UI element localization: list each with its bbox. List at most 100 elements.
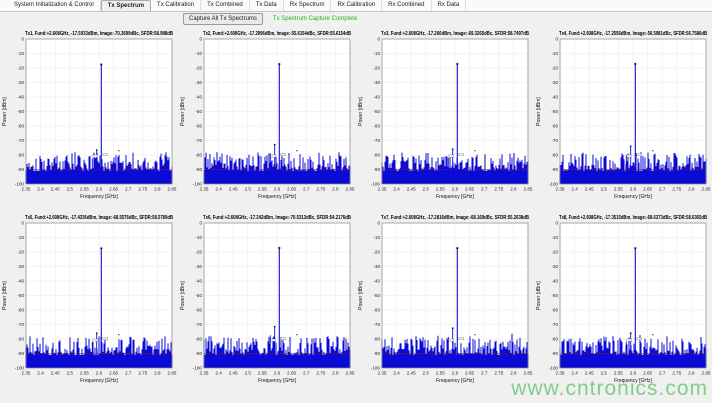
svg-text:0: 0 (377, 221, 380, 226)
svg-text:-40: -40 (17, 95, 24, 100)
svg-text:-100: -100 (15, 182, 25, 187)
svg-text:2.5: 2.5 (601, 187, 608, 192)
svg-text:2.4: 2.4 (393, 371, 400, 376)
svg-text:-70: -70 (17, 138, 24, 143)
tab-tx-spectrum[interactable]: Tx Spectrum (100, 0, 152, 11)
svg-text:2.8: 2.8 (688, 371, 695, 376)
svg-text:2.7: 2.7 (481, 187, 488, 192)
svg-text:-90: -90 (373, 167, 380, 172)
svg-text:2.75: 2.75 (316, 371, 325, 376)
svg-text:2.55: 2.55 (614, 187, 623, 192)
svg-text:-70: -70 (551, 138, 558, 143)
tab-rx-data[interactable]: Rx Data (432, 0, 467, 11)
capture-status-text: Tx Spectrum Capture Complete (268, 14, 362, 23)
tab-tx-data[interactable]: Tx Data (250, 0, 284, 11)
svg-text:2.35: 2.35 (22, 371, 31, 376)
svg-text:2.7: 2.7 (125, 371, 132, 376)
svg-text:-10: -10 (195, 51, 202, 56)
svg-text:2.7: 2.7 (659, 187, 666, 192)
svg-text:2.6: 2.6 (96, 371, 103, 376)
x-axis-label: Frequency [GHz] (258, 378, 296, 384)
svg-text:0: 0 (555, 37, 558, 42)
svg-text:2.45: 2.45 (229, 187, 238, 192)
capture-all-tx-spectrums-button[interactable]: Capture All Tx Spectrums (183, 12, 263, 25)
svg-text:2.4: 2.4 (571, 371, 578, 376)
svg-text:2.8: 2.8 (688, 187, 695, 192)
svg-text:2.85: 2.85 (168, 371, 177, 376)
x-axis-label: Frequency [GHz] (80, 378, 118, 384)
svg-text:-50: -50 (373, 109, 380, 114)
svg-text:2.35: 2.35 (556, 371, 565, 376)
svg-text:2.45: 2.45 (51, 371, 60, 376)
plot-title: Tx6, Fund:+2.608GHz, -17.242dBm, Image:-… (203, 215, 351, 221)
tab-system-initialization-and-control[interactable]: System Initialization & Control (8, 0, 101, 11)
svg-text:2.55: 2.55 (614, 371, 623, 376)
plot-title: Tx5, Fund:+2.608GHz, -17.4336dBm, Image:… (25, 215, 173, 221)
svg-text:-100: -100 (549, 366, 559, 371)
svg-text:2.65: 2.65 (287, 187, 296, 192)
svg-text:-60: -60 (17, 308, 24, 313)
svg-text:2.35: 2.35 (22, 187, 31, 192)
plot-title: Tx8, Fund:+2.608GHz, -17.3515dBm, Image:… (559, 215, 707, 221)
svg-text:0: 0 (199, 37, 202, 42)
svg-text:2.8: 2.8 (510, 371, 517, 376)
svg-text:2.35: 2.35 (378, 371, 387, 376)
tab-rx-spectrum[interactable]: Rx Spectrum (284, 0, 332, 11)
toolbar: Capture All Tx Spectrums Tx Spectrum Cap… (183, 12, 362, 25)
svg-text:2.45: 2.45 (51, 187, 60, 192)
svg-text:-80: -80 (551, 337, 558, 342)
x-axis-label: Frequency [GHz] (614, 194, 652, 200)
svg-text:-50: -50 (195, 109, 202, 114)
svg-text:2.55: 2.55 (258, 187, 267, 192)
svg-text:0: 0 (199, 221, 202, 226)
svg-text:-60: -60 (17, 124, 24, 129)
svg-text:-100: -100 (371, 366, 381, 371)
svg-text:2.6: 2.6 (630, 187, 637, 192)
svg-text:-10: -10 (373, 51, 380, 56)
svg-text:-30: -30 (17, 80, 24, 85)
svg-text:-50: -50 (195, 293, 202, 298)
svg-text:2.75: 2.75 (494, 187, 503, 192)
plot-title: Tx3, Fund:+2.608GHz, -17.266dBm, Image:-… (381, 31, 529, 37)
svg-text:2.65: 2.65 (287, 371, 296, 376)
svg-text:2.65: 2.65 (109, 187, 118, 192)
svg-text:-10: -10 (195, 235, 202, 240)
svg-text:-30: -30 (195, 264, 202, 269)
tab-rx-calibration[interactable]: Rx Calibration (331, 0, 383, 11)
svg-text:2.35: 2.35 (378, 187, 387, 192)
plots-grid: 0 -10 -20 -30 -40 -50 -60 -70 -80 -90 -100 2.35 2.4 2… (0, 26, 712, 394)
svg-text:-60: -60 (551, 124, 558, 129)
svg-text:2.7: 2.7 (659, 371, 666, 376)
svg-text:2.8: 2.8 (332, 371, 339, 376)
svg-text:2.75: 2.75 (138, 371, 147, 376)
svg-text:-20: -20 (195, 66, 202, 71)
plot-title: Tx7, Fund:+2.608GHz, -17.2816dBm, Image:… (381, 215, 529, 221)
svg-text:2.4: 2.4 (37, 187, 44, 192)
svg-text:-40: -40 (373, 95, 380, 100)
tab-tx-combined[interactable]: Tx Combined (201, 0, 250, 11)
svg-text:-100: -100 (549, 182, 559, 187)
svg-text:-30: -30 (373, 264, 380, 269)
tab-rx-combined[interactable]: Rx Combined (382, 0, 432, 11)
svg-text:-100: -100 (15, 366, 25, 371)
x-axis-label: Frequency [GHz] (436, 194, 474, 200)
svg-text:-60: -60 (373, 308, 380, 313)
svg-text:-30: -30 (373, 80, 380, 85)
svg-text:2.65: 2.65 (465, 187, 474, 192)
svg-text:2.45: 2.45 (585, 371, 594, 376)
y-axis-label: Power [dBm] (2, 281, 8, 310)
svg-text:2.4: 2.4 (37, 371, 44, 376)
svg-text:-80: -80 (195, 153, 202, 158)
tab-tx-calibration[interactable]: Tx Calibration (151, 0, 202, 11)
x-axis-label: Frequency [GHz] (436, 378, 474, 384)
svg-text:-50: -50 (17, 293, 24, 298)
svg-text:2.85: 2.85 (524, 371, 533, 376)
plot-title: Tx4, Fund:+2.608GHz, -17.2556dBm, Image:… (559, 31, 707, 37)
svg-text:2.5: 2.5 (423, 187, 430, 192)
svg-text:-60: -60 (551, 308, 558, 313)
